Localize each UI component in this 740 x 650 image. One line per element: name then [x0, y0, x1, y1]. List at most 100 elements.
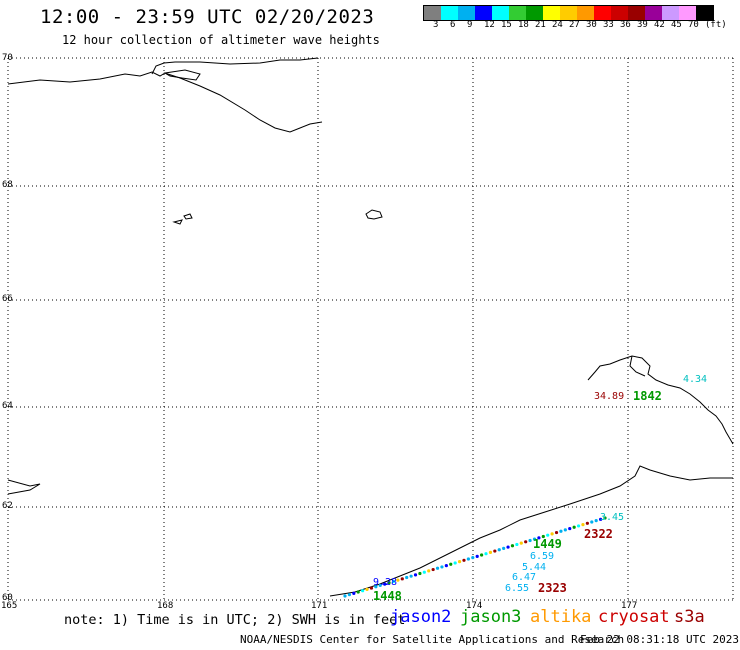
color-bar-label: 45	[671, 20, 682, 30]
color-swatch	[509, 6, 526, 20]
track-point	[484, 552, 488, 556]
obs-label: 5.44	[522, 562, 547, 573]
track-point	[409, 574, 413, 578]
color-bar-label: 3	[433, 20, 439, 30]
track-point	[356, 590, 360, 594]
track-point	[603, 516, 607, 520]
track-point	[435, 566, 440, 570]
color-swatch	[424, 6, 441, 20]
obs-label: 9.28	[373, 577, 398, 588]
satellite-legend-s3a: s3a	[674, 607, 705, 627]
color-swatch	[611, 6, 628, 20]
track-point	[352, 591, 356, 595]
track-point	[550, 532, 554, 536]
lat-label-60: 60	[2, 593, 13, 603]
track-point	[576, 524, 581, 528]
track-point	[431, 567, 435, 572]
color-bar-label: 6	[450, 20, 456, 30]
lat-label-62: 62	[2, 501, 13, 511]
track-point	[568, 526, 572, 531]
track-point	[383, 582, 387, 586]
color-bar-label: 42	[654, 20, 665, 30]
color-swatch	[577, 6, 594, 20]
track-point	[515, 542, 519, 547]
map-title: 12:00 - 23:59 UTC 02/20/2023	[40, 6, 375, 28]
color-bar-label: 9	[467, 20, 473, 30]
obs-label: 1842	[633, 389, 662, 403]
lat-label-66: 66	[2, 294, 13, 304]
track-point	[343, 594, 347, 598]
lon-label-165: 165	[1, 601, 18, 611]
track-point	[506, 545, 510, 549]
graticule	[8, 58, 733, 600]
coastline	[7, 57, 734, 597]
map-frame	[7, 57, 734, 601]
color-swatch	[594, 6, 611, 20]
track-point	[585, 521, 589, 525]
track-point	[581, 523, 585, 527]
track-point	[594, 519, 598, 523]
color-bar-label: 36	[620, 20, 631, 30]
color-bar-label: 24	[552, 20, 563, 30]
track-point	[497, 548, 501, 552]
track-point	[396, 578, 400, 582]
track-point	[374, 585, 378, 589]
obs-label: 2322	[584, 527, 613, 541]
track-point	[391, 579, 396, 584]
satellite-legend-altika: altika	[530, 607, 592, 627]
track-point	[528, 538, 532, 543]
obs-label: 3.45	[600, 512, 625, 523]
track-point	[444, 563, 448, 568]
track-point	[418, 571, 422, 576]
color-bar-label: (ft)	[705, 20, 727, 30]
obs-label: 34.89	[594, 391, 625, 402]
track-point	[598, 517, 603, 521]
color-bar-label: 15	[501, 20, 512, 30]
track-point	[413, 573, 418, 577]
track-point	[532, 537, 537, 541]
track-point	[378, 583, 382, 588]
color-bar-label: 39	[637, 20, 648, 30]
color-swatch	[492, 6, 509, 20]
track-point	[480, 553, 484, 557]
obs-label: 4.34	[683, 374, 708, 385]
track-point	[449, 562, 453, 566]
altimeter-tracks	[343, 516, 607, 598]
track-point	[510, 544, 515, 548]
track-point	[422, 570, 426, 574]
track-point	[519, 541, 523, 545]
track-point	[361, 589, 365, 593]
track-point	[590, 520, 594, 524]
lat-label-70: 70	[2, 53, 13, 63]
track-point	[466, 557, 470, 561]
color-bar-label: 27	[569, 20, 580, 30]
track-point	[462, 558, 466, 562]
color-swatch	[628, 6, 645, 20]
track-point	[541, 534, 545, 539]
track-point	[475, 554, 479, 558]
track-point	[387, 581, 391, 585]
obs-label: 2323	[538, 581, 567, 595]
satellite-legend-jason2: jason2	[390, 607, 452, 627]
color-bar-label: 12	[484, 20, 495, 30]
track-point	[427, 569, 431, 573]
satellite-legend-jason3: jason3	[460, 607, 522, 627]
obs-label: 1449	[533, 537, 562, 551]
wave-height-color-bar	[423, 5, 714, 21]
lon-label-174: 174	[466, 601, 483, 611]
track-point	[453, 561, 457, 565]
color-swatch	[543, 6, 560, 20]
color-swatch	[662, 6, 679, 20]
color-swatch	[696, 6, 713, 20]
track-point	[563, 528, 567, 532]
color-bar-label: 18	[518, 20, 529, 30]
color-bar-label: 21	[535, 20, 546, 30]
track-point	[524, 540, 528, 544]
color-bar-label: 70	[688, 20, 699, 30]
color-bar-label: 33	[603, 20, 614, 30]
track-point	[554, 530, 559, 535]
lat-label-68: 68	[2, 180, 13, 190]
track-point	[572, 525, 576, 529]
color-swatch	[441, 6, 458, 20]
